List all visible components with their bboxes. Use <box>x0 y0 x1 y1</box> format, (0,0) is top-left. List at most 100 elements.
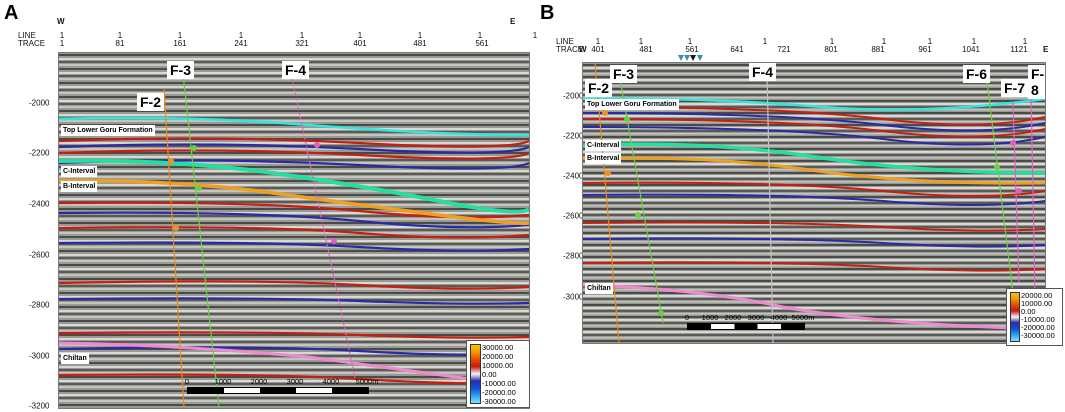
horizon-label-chiltan-a: Chiltan <box>61 353 89 364</box>
trace-label-b: TRACE <box>556 45 584 54</box>
scale-label: 1000 <box>214 377 232 386</box>
legend-value: 20000.00 <box>482 352 514 361</box>
trace-tick: 481 <box>413 39 427 48</box>
line-tick: 1 <box>971 37 977 46</box>
fault-label-f4-b: F-4 <box>749 63 776 81</box>
horizon-label-c-interval-a: C-Interval <box>61 166 98 177</box>
legend-value: 30000.00 <box>482 343 514 352</box>
horizon-label-b-interval-a: B-Interval <box>61 181 98 192</box>
west-label-a: W <box>57 17 65 26</box>
trace-tick: 1121 <box>1010 45 1028 54</box>
trace-tick: 801 <box>824 45 838 54</box>
line-tick: 1 <box>117 31 123 40</box>
trace-tick: 561 <box>685 45 699 54</box>
seismic-image-a <box>59 53 529 408</box>
line-tick: 1 <box>1022 37 1028 46</box>
scale-bar-a <box>187 387 369 394</box>
trace-tick: 321 <box>295 39 309 48</box>
legend-value: -10000.00 <box>1021 315 1055 324</box>
line-tick: 1 <box>762 37 768 46</box>
trace-tick: 561 <box>475 39 489 48</box>
scale-label: 5000m <box>355 377 379 386</box>
line-label-a: LINE <box>18 31 36 40</box>
legend-value: 0.00 <box>482 370 497 379</box>
depth-tick: -2400 <box>563 171 584 181</box>
line-tick: 1 <box>532 31 538 40</box>
triangle-marker-icon <box>690 55 696 61</box>
trace-tick: 241 <box>234 39 248 48</box>
scale-label: 3000 <box>286 377 304 386</box>
panel-letter-b: B <box>540 2 555 24</box>
legend-value: -20000.00 <box>1021 323 1055 332</box>
line-tick: 1 <box>357 31 363 40</box>
legend-value: -20000.00 <box>482 388 516 397</box>
horizon-label-b-interval-b: B-Interval <box>585 153 622 164</box>
scale-label: 2000 <box>724 313 742 322</box>
east-label-b: E <box>1043 45 1049 54</box>
trace-tick: 401 <box>353 39 367 48</box>
depth-tick: -2400 <box>29 199 50 209</box>
east-label-a: E <box>510 17 516 26</box>
line-tick: 1 <box>477 31 483 40</box>
west-label-b: W <box>579 45 587 54</box>
depth-tick: -2800 <box>563 251 584 261</box>
legend-value: 0.00 <box>1021 307 1036 316</box>
fault-label-f3-a: F-3 <box>167 61 194 79</box>
scale-label: 2000 <box>250 377 268 386</box>
seismic-section-b: F-3 F-4 F-6 F-7 F-8 F-2 Top Lower Goru F… <box>582 62 1046 344</box>
trace-tick: 1 <box>59 39 65 48</box>
scale-bar-b <box>687 323 805 330</box>
triangle-marker-icon <box>697 55 703 61</box>
depth-tick: -2000 <box>29 98 50 108</box>
amplitude-legend-b: 20000.00 10000.00 0.00 -10000.00 -20000.… <box>1006 288 1063 346</box>
line-tick: 1 <box>638 37 644 46</box>
scale-label: 0 <box>184 377 190 386</box>
line-tick: 1 <box>687 37 693 46</box>
legend-value: 10000.00 <box>1021 299 1053 308</box>
fault-label-f7-b: F-7 <box>1001 79 1028 97</box>
depth-tick: -2200 <box>563 131 584 141</box>
panel-letter-a: A <box>4 2 19 24</box>
trace-tick: 961 <box>918 45 932 54</box>
line-tick: 1 <box>59 31 65 40</box>
legend-value: -30000.00 <box>1021 331 1055 340</box>
depth-tick: -2600 <box>563 211 584 221</box>
trace-tick: 1041 <box>962 45 980 54</box>
amplitude-legend-a: 30000.00 20000.00 10000.00 0.00 -10000.0… <box>466 340 530 408</box>
horizon-label-chiltan-b: Chiltan <box>585 283 613 294</box>
scale-label: 1000 <box>701 313 719 322</box>
scale-label: 4000 <box>322 377 340 386</box>
scale-label: 3000 <box>747 313 765 322</box>
scale-label: 5000m <box>791 313 815 322</box>
line-label-b: LINE <box>556 37 574 46</box>
fault-label-f3-b: F-3 <box>610 65 637 83</box>
legend-colorbar-b <box>1010 292 1020 342</box>
fault-label-f2-a: F-2 <box>137 93 164 111</box>
horizon-label-top-lower-goru-b: Top Lower Goru Formation <box>585 99 679 110</box>
depth-tick: -3000 <box>29 351 50 361</box>
scale-label: 0 <box>684 313 690 322</box>
trace-tick: 81 <box>115 39 125 48</box>
legend-value: 10000.00 <box>482 361 514 370</box>
line-tick: 1 <box>595 37 601 46</box>
line-tick: 1 <box>177 31 183 40</box>
trace-tick: 721 <box>777 45 791 54</box>
depth-tick: -3200 <box>29 401 50 411</box>
line-tick: 1 <box>927 37 933 46</box>
seismic-section-a: F-3 F-4 F-2 Top Lower Goru Formation C-I… <box>58 52 530 409</box>
depth-tick: -2200 <box>29 148 50 158</box>
depth-tick: -3000 <box>563 292 584 302</box>
legend-value: 20000.00 <box>1021 291 1053 300</box>
trace-tick: 881 <box>871 45 885 54</box>
line-tick: 1 <box>299 31 305 40</box>
fault-label-f6-b: F-6 <box>963 65 990 83</box>
depth-tick: -2800 <box>29 300 50 310</box>
depth-tick: -2600 <box>29 250 50 260</box>
scale-label: 4000 <box>770 313 788 322</box>
horizon-label-top-lower-goru-a: Top Lower Goru Formation <box>61 125 155 136</box>
line-tick: 1 <box>881 37 887 46</box>
triangle-marker-icon <box>678 55 684 61</box>
legend-value: -30000.00 <box>482 397 516 406</box>
legend-colorbar-a <box>470 344 481 404</box>
legend-value: -10000.00 <box>482 379 516 388</box>
